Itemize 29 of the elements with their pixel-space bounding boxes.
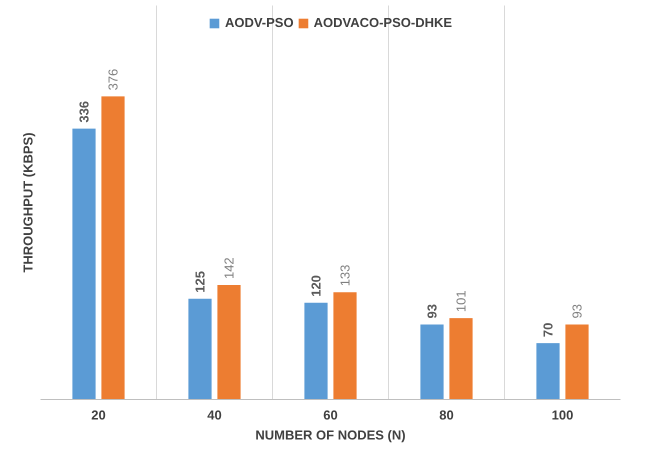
data-label: 93 xyxy=(424,304,440,319)
data-label: 142 xyxy=(222,257,236,280)
bar xyxy=(304,302,328,400)
legend-label: AODVACO-PSO-DHKE xyxy=(314,15,452,30)
bar xyxy=(217,285,241,400)
bar xyxy=(72,128,96,400)
data-label: 336 xyxy=(76,100,92,123)
bar xyxy=(449,318,473,400)
data-label: 125 xyxy=(192,271,208,293)
data-label: 101 xyxy=(454,290,468,312)
bar xyxy=(333,292,357,400)
bar xyxy=(565,324,589,400)
x-tick-label: 100 xyxy=(552,408,574,422)
bar xyxy=(536,343,560,400)
data-label: 93 xyxy=(570,304,584,319)
data-label: 376 xyxy=(106,68,120,90)
bar xyxy=(188,298,212,400)
x-tick-label: 80 xyxy=(439,408,454,422)
x-axis-title: NUMBER OF NODES (N) xyxy=(255,428,406,442)
bar xyxy=(101,96,125,400)
x-tick-label: 20 xyxy=(91,408,106,422)
data-label: 120 xyxy=(308,275,324,297)
data-label: 133 xyxy=(338,264,352,286)
data-label: 70 xyxy=(540,322,556,338)
x-tick-label: 60 xyxy=(323,408,338,422)
legend-label: AODV-PSO xyxy=(224,15,294,30)
x-tick-label: 40 xyxy=(207,408,222,422)
y-axis-title: THROUGHPUT (KBPS) xyxy=(20,132,36,273)
bar xyxy=(420,324,444,400)
